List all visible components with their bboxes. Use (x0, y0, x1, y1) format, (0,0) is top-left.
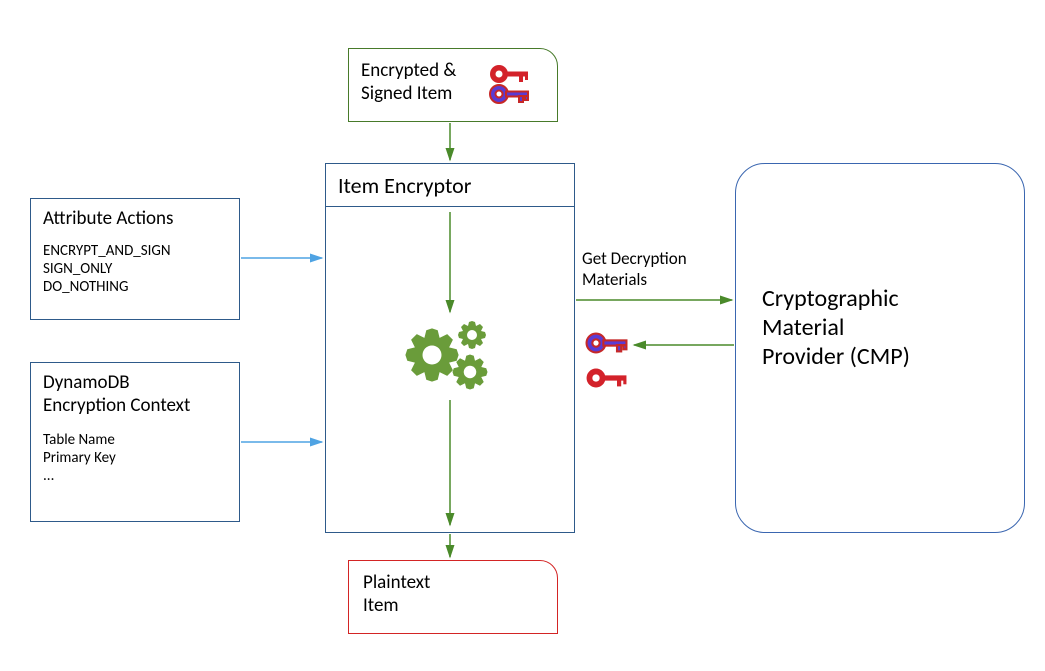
encrypted-item-line1: Encrypted & (361, 59, 545, 82)
get-materials-label: Get Decryption Materials (582, 248, 687, 290)
cmp-box: Cryptographic Material Provider (CMP) (735, 163, 1025, 533)
encryption-context-item-1: Primary Key (43, 449, 227, 467)
encryption-context-box: DynamoDB Encryption Context Table Name P… (30, 362, 240, 522)
plaintext-item-line1: Plaintext (363, 571, 543, 594)
encryption-context-title-2: Encryption Context (43, 394, 227, 417)
attribute-actions-title: Attribute Actions (43, 207, 227, 230)
plaintext-item-line2: Item (363, 594, 543, 617)
cmp-line1: Cryptographic (762, 284, 910, 313)
encrypted-item-box: Encrypted & Signed Item (348, 48, 558, 122)
encryption-context-item-0: Table Name (43, 431, 227, 449)
encrypted-item-line2: Signed Item (361, 82, 545, 105)
item-encryptor-title: Item Encryptor (326, 164, 574, 207)
item-encryptor-divider (326, 206, 574, 207)
cmp-line3: Provider (CMP) (762, 342, 910, 371)
get-materials-line2: Materials (582, 269, 687, 290)
get-materials-line1: Get Decryption (582, 248, 687, 269)
encryption-context-item-2: ... (43, 467, 227, 485)
encryption-context-title-1: DynamoDB (43, 371, 227, 394)
attribute-actions-item-0: ENCRYPT_AND_SIGN (43, 242, 227, 260)
attribute-actions-item-1: SIGN_ONLY (43, 260, 227, 278)
item-encryptor-box: Item Encryptor (325, 163, 575, 533)
plaintext-item-box: Plaintext Item (348, 560, 558, 634)
attribute-actions-box: Attribute Actions ENCRYPT_AND_SIGN SIGN_… (30, 198, 240, 320)
attribute-actions-item-2: DO_NOTHING (43, 278, 227, 296)
cmp-line2: Material (762, 313, 910, 342)
side-keys-icon (587, 334, 627, 388)
